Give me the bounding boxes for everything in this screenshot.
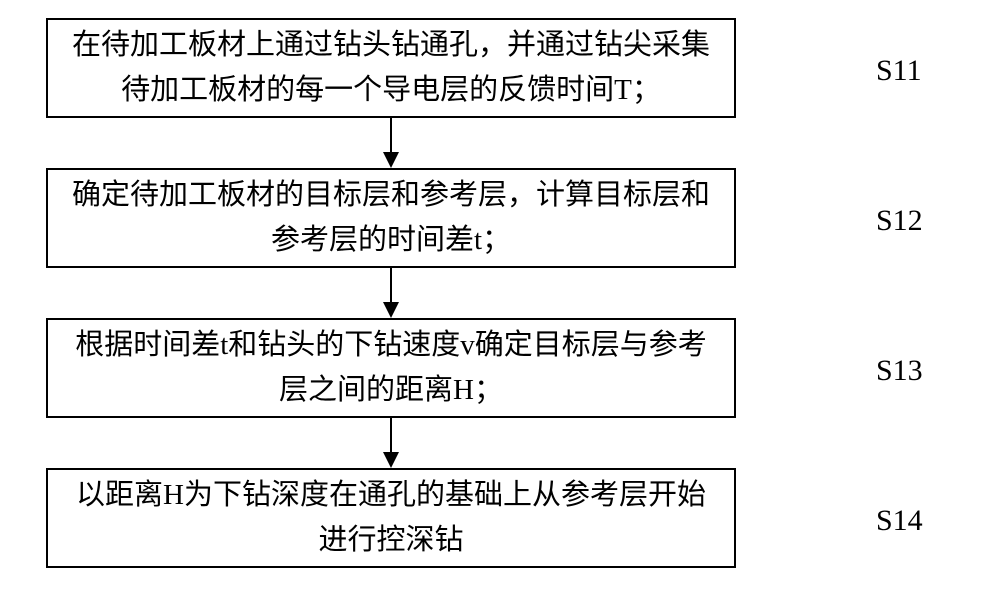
flow-curve-s13	[736, 356, 876, 376]
flow-label-s13: S13	[876, 354, 923, 388]
flow-node-s12: 确定待加工板材的目标层和参考层，计算目标层和参考层的时间差t；	[46, 168, 736, 268]
flow-node-s13-text: 根据时间差t和钻头的下钻速度v确定目标层与参考层之间的距离H；	[68, 323, 714, 413]
flowchart-canvas: 在待加工板材上通过钻头钻通孔，并通过钻尖采集待加工板材的每一个导电层的反馈时间T…	[0, 0, 1000, 609]
flow-label-s12: S12	[876, 204, 923, 238]
flow-curve-s12	[736, 206, 876, 226]
flow-node-s11-text: 在待加工板材上通过钻头钻通孔，并通过钻尖采集待加工板材的每一个导电层的反馈时间T…	[68, 23, 714, 113]
flow-label-s11: S11	[876, 54, 922, 88]
flow-node-s12-text: 确定待加工板材的目标层和参考层，计算目标层和参考层的时间差t；	[68, 173, 714, 263]
flow-node-s11: 在待加工板材上通过钻头钻通孔，并通过钻尖采集待加工板材的每一个导电层的反馈时间T…	[46, 18, 736, 118]
flow-node-s13: 根据时间差t和钻头的下钻速度v确定目标层与参考层之间的距离H；	[46, 318, 736, 418]
flow-node-s14-text: 以距离H为下钻深度在通孔的基础上从参考层开始进行控深钻	[68, 473, 714, 563]
flow-curve-s14	[736, 506, 876, 526]
flow-node-s14: 以距离H为下钻深度在通孔的基础上从参考层开始进行控深钻	[46, 468, 736, 568]
flow-curve-s11	[736, 56, 876, 76]
flow-label-s14: S14	[876, 504, 923, 538]
